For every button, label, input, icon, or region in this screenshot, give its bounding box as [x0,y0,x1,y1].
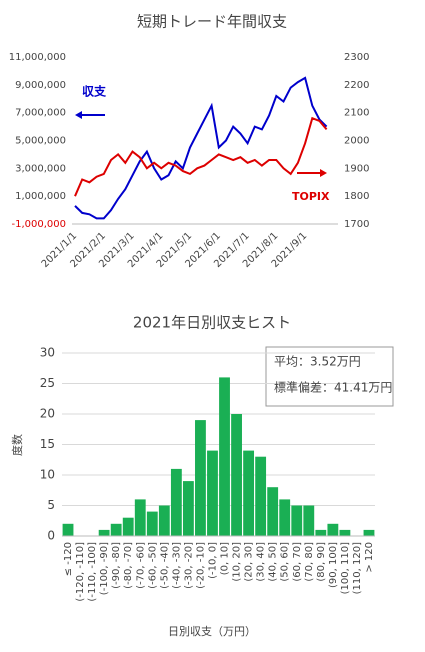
x-tick-label: (-70, -60] [135,542,146,589]
bar [98,529,110,536]
y-tick-label: 1,000,000 [15,191,66,202]
x-axis-label: 日別収支（万円） [168,625,256,638]
x-tick-label: (-100, -90] [99,542,110,595]
y-tick-label: 0 [47,529,55,543]
chart-title: 短期トレード年間収支 [137,13,287,31]
x-tick-label: (10, 20] [232,542,243,582]
x-tick-label: (110, 120] [352,542,363,594]
x-tick-label: (-40, -30] [171,542,182,589]
series-line [74,116,328,197]
x-tick-label: (-10, 0] [207,542,218,579]
bar [219,377,230,536]
x-tick-label: (-60, -50] [147,542,158,589]
y-tick-label: 9,000,000 [15,80,66,91]
x-tick-label: (70, 80] [304,542,315,582]
y-tick-label: 25 [40,376,55,390]
series-line [74,76,328,220]
bar [363,529,375,536]
stats-box [265,346,394,407]
y-tick-label: 5,000,000 [15,136,66,147]
y-tick-label: -1,000,000 [11,219,66,230]
bar [315,529,327,536]
legend-label: 収支 [82,84,107,99]
x-tick-label: (-30, -20] [183,542,194,589]
y-tick-label: 20 [40,407,55,421]
x-tick-label: (-80, -70] [123,542,134,589]
y2-tick-label: 2100 [344,108,369,119]
y-tick-label: 7,000,000 [15,108,66,119]
bar [207,450,218,536]
x-tick-label: (20, 30] [244,542,255,582]
x-tick-label: (-90, -80] [111,542,122,589]
y2-tick-label: 2200 [344,80,369,91]
bar [231,414,242,536]
x-tick-label: (90, 100] [328,542,339,588]
bar [122,517,134,536]
chart-title: 2021年日別収支ヒスト [133,314,291,332]
annotation: 平均：3.52万円 [274,355,361,369]
arrow-head [75,111,82,119]
y-tick-label: 10 [40,468,55,482]
x-tick-label: (100, 110] [340,542,351,594]
y-tick-label: 3,000,000 [15,163,66,174]
bar [170,468,182,536]
x-tick-label: (30, 40] [256,542,267,582]
annotation: 標準偏差：41.41万円 [274,380,392,395]
bar [134,499,146,536]
bar [279,499,291,536]
bar [327,523,339,536]
y-tick-label: 11,000,000 [9,52,66,63]
bar [339,529,351,536]
bar [303,505,315,536]
bar [62,523,74,536]
x-tick-label: (50, 60] [280,542,291,582]
arrow-head [320,169,327,177]
bar [195,420,206,536]
x-tick-label: > 120 [364,542,375,573]
y2-tick-label: 1800 [344,191,369,202]
bar [291,505,303,536]
x-tick-label: (40, 50] [268,542,279,582]
bar [158,505,170,536]
y-axis-label: 度数 [10,434,24,456]
bar [255,456,267,536]
bar [243,450,255,536]
y2-tick-label: 1700 [344,219,369,230]
x-tick-label: (80, 90] [316,542,327,582]
y2-tick-label: 2300 [344,52,369,63]
bar [146,511,158,536]
y-tick-label: 15 [40,437,55,451]
y2-tick-label: 1900 [344,163,369,174]
x-tick-label: (60, 70] [292,542,303,582]
y-tick-label: 5 [47,498,55,512]
y2-tick-label: 2000 [344,136,369,147]
bar [182,481,194,536]
x-tick-label: (-50, -40] [159,542,170,589]
x-tick-label: (-20, -10] [195,542,206,589]
bar [110,523,122,536]
legend-label: TOPIX [292,190,330,203]
x-tick-label: (-120, -110] [75,542,86,602]
x-tick-label: ≤ -120 [63,542,74,576]
x-tick-label: (-110, -100] [87,542,98,602]
x-tick-label: (0, 10] [220,542,231,575]
y-tick-label: 30 [40,346,55,360]
bar [267,487,279,536]
